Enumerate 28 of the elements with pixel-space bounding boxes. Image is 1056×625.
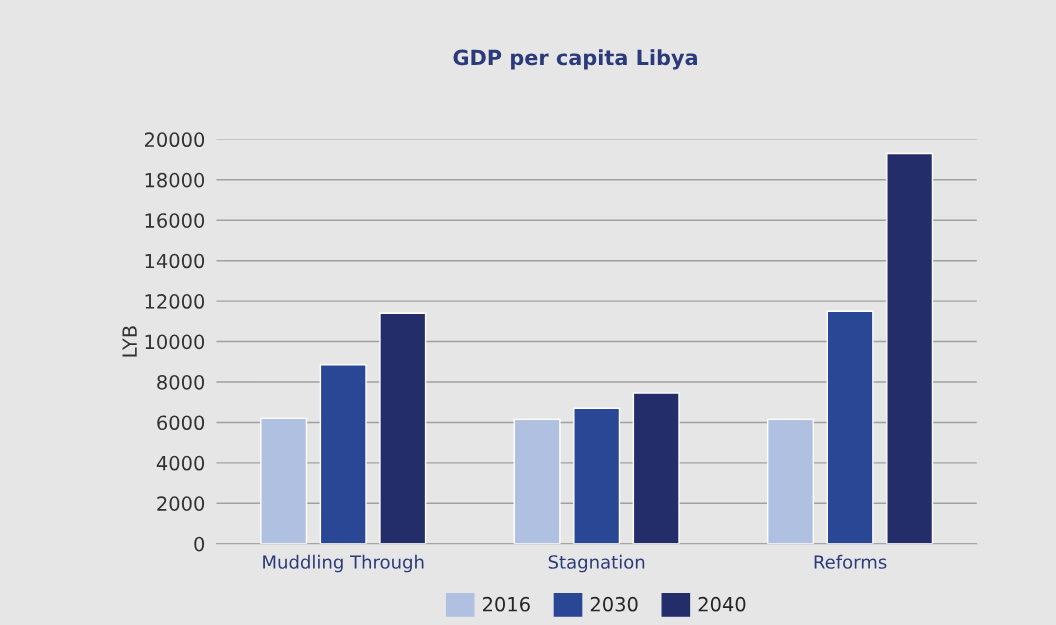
bar <box>573 407 621 544</box>
y-tick-label: 2000 <box>157 496 205 511</box>
bar <box>260 417 308 544</box>
x-tick-label: Stagnation <box>548 554 645 573</box>
y-tick-label: 6000 <box>157 415 205 431</box>
y-axis-title: LYB <box>122 326 137 357</box>
y-tick-label: 4000 <box>156 455 205 471</box>
y-tick-label: 20000 <box>144 132 205 148</box>
x-tick-label: Reforms <box>814 554 887 569</box>
bar <box>767 418 815 544</box>
y-tick-label: 18000 <box>145 172 205 188</box>
legend-label: 2030 <box>590 596 638 612</box>
y-tick-label: 12000 <box>145 294 205 309</box>
y-tick-label: 16000 <box>145 213 205 228</box>
bar <box>319 364 367 544</box>
y-tick-label: 10000 <box>145 334 205 350</box>
bar <box>886 152 934 544</box>
y-tick-label: 8000 <box>157 374 205 390</box>
x-tick-label: Muddling Through <box>263 554 424 573</box>
y-tick-label: 14000 <box>145 253 205 269</box>
y-tick-label: 0 <box>194 536 205 552</box>
bar <box>826 310 874 544</box>
bar <box>513 418 561 544</box>
chart-title: GDP per capita Libya <box>453 49 697 70</box>
legend-label: 2016 <box>483 596 530 612</box>
legend-label: 2040 <box>698 596 746 612</box>
bar <box>632 392 680 544</box>
bar <box>379 312 427 544</box>
